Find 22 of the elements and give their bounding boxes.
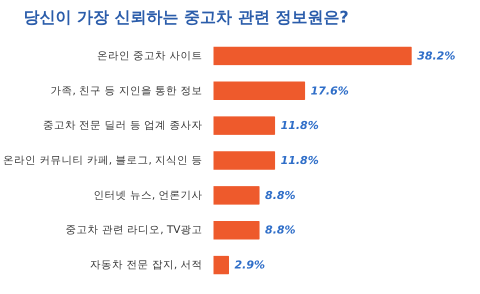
data-label: 2.9%	[234, 258, 266, 272]
y-tick-label: 중고차 관련 라디오, TV광고	[66, 224, 203, 236]
y-tick-label: 인터넷 뉴스, 언론기사	[93, 189, 203, 202]
data-label: 8.8%	[265, 224, 296, 237]
y-tick-label: 자동차 전문 잡지, 서적	[90, 259, 203, 272]
bar	[214, 116, 276, 135]
chart-title: 당신이 가장 신뢰하는 중고차 관련 정보원은?	[24, 8, 349, 26]
y-tick-label: 중고차 전문 딜러 등 업계 종사자	[42, 120, 203, 132]
data-label: 11.8%	[280, 119, 319, 132]
y-tick-label: 온라인 커뮤니티 카페, 블로그, 지식인 등	[3, 154, 203, 166]
y-tick-label: 온라인 중고차 사이트	[96, 50, 203, 62]
data-label: 11.8%	[280, 154, 319, 167]
bar	[214, 46, 412, 66]
y-tick-label: 가족, 친구 등 지인을 통한 정보	[50, 84, 203, 97]
bar	[214, 82, 306, 100]
data-label: 38.2%	[417, 49, 456, 62]
data-label: 8.8%	[265, 188, 296, 202]
data-label: 17.6%	[310, 84, 349, 98]
bar	[214, 151, 276, 170]
bar	[214, 256, 230, 274]
bar	[214, 186, 260, 205]
bar	[214, 221, 260, 240]
